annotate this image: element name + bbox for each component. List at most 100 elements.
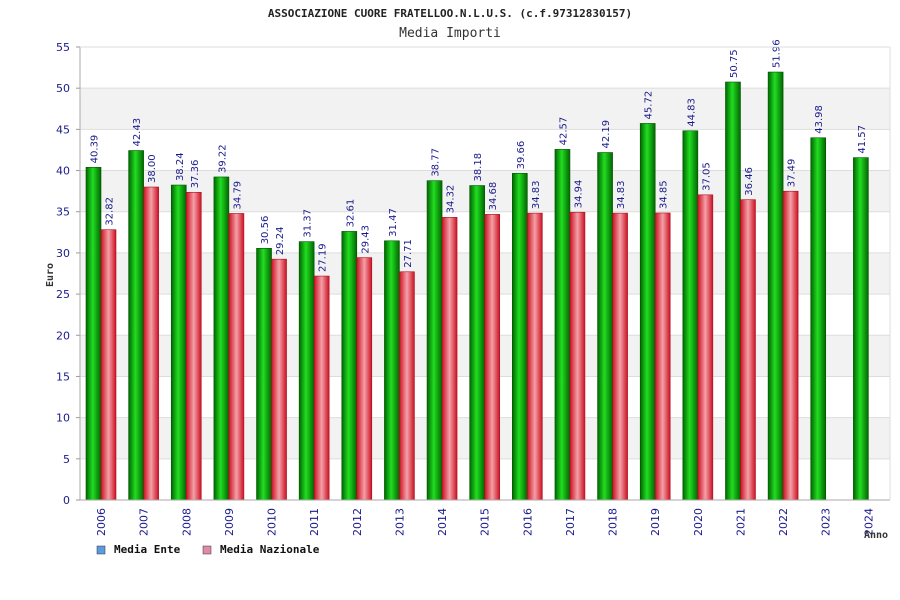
value-label: 34.94 <box>573 180 584 209</box>
value-label: 42.43 <box>132 118 143 147</box>
y-tick-label: 5 <box>63 453 70 466</box>
legend-label-media-nazionale: Media Nazionale <box>220 543 320 556</box>
legend: Media Ente Media Nazionale <box>96 543 320 556</box>
value-label: 39.66 <box>516 141 527 170</box>
x-tick-label: 2011 <box>308 508 321 536</box>
value-label: 41.57 <box>857 125 868 154</box>
x-tick-label: 2007 <box>138 508 151 536</box>
value-label: 29.24 <box>275 227 286 256</box>
value-label: 38.18 <box>473 153 484 182</box>
value-label: 34.32 <box>446 185 457 214</box>
y-tick-label: 55 <box>56 41 70 54</box>
bar-media-ente-2021 <box>725 81 741 501</box>
y-tick-label: 0 <box>63 494 70 507</box>
bar-media-nazionale-2007 <box>143 186 159 501</box>
value-label: 27.19 <box>318 243 329 272</box>
x-tick-label: 2020 <box>692 508 705 536</box>
value-label: 34.68 <box>488 182 499 211</box>
value-label: 43.98 <box>814 105 825 134</box>
bar-media-nazionale-2016 <box>527 212 543 501</box>
bar-media-ente-2023 <box>810 137 827 501</box>
chart-title: ASSOCIAZIONE CUORE FRATELLOO.N.L.U.S. (c… <box>268 7 632 20</box>
bar-media-ente-2020 <box>682 130 699 501</box>
legend-swatch-media-ente <box>96 545 106 555</box>
legend-label-media-ente: Media Ente <box>114 543 181 556</box>
value-label: 36.46 <box>744 167 755 196</box>
bar-media-nazionale-2013 <box>399 271 415 501</box>
x-tick-label: 2022 <box>777 508 790 536</box>
value-label: 29.43 <box>360 225 371 254</box>
bar-media-ente-2012 <box>341 231 358 501</box>
y-tick-labels: 0 5 10 15 20 25 30 35 40 45 50 55 <box>56 41 70 507</box>
value-label: 42.57 <box>558 117 569 146</box>
bar-media-nazionale-2009 <box>228 213 245 501</box>
value-label: 50.75 <box>729 49 740 78</box>
y-tick-label: 20 <box>56 329 70 342</box>
value-label: 34.85 <box>659 180 670 209</box>
bar-media-ente-2011 <box>298 241 315 501</box>
bar-media-ente-2009 <box>213 176 230 501</box>
value-label: 42.19 <box>601 120 612 149</box>
bar-media-ente-2006 <box>85 167 102 501</box>
bar-media-ente-2010 <box>256 247 272 501</box>
value-label: 32.61 <box>345 199 356 228</box>
x-tick-label: 2015 <box>479 508 492 536</box>
y-tick-label: 35 <box>56 206 70 219</box>
value-labels-group: 40.39 32.82 42.43 38.00 38.24 37.36 39.22 34.79… <box>90 39 868 272</box>
value-label: 38.24 <box>175 152 186 181</box>
bar-media-ente-2018 <box>597 152 613 501</box>
x-tick-label: 2023 <box>820 508 833 536</box>
x-tick-label: 2024 <box>862 508 875 536</box>
value-label: 40.39 <box>90 135 101 164</box>
x-tick-label: 2018 <box>607 508 620 536</box>
x-tick-label: 2006 <box>95 508 108 536</box>
y-tick-label: 15 <box>56 370 70 383</box>
x-tick-label: 2012 <box>351 508 364 536</box>
x-tick-label: 2009 <box>223 508 236 536</box>
value-label: 32.82 <box>105 197 116 226</box>
bar-media-nazionale-2022 <box>782 190 799 501</box>
value-label: 27.71 <box>403 239 414 268</box>
value-label: 38.77 <box>431 148 442 177</box>
axes <box>79 46 891 501</box>
y-tick-label: 25 <box>56 288 70 301</box>
bar-media-ente-2024 <box>853 157 869 501</box>
y-tick-label: 50 <box>56 82 70 95</box>
value-label: 34.83 <box>616 180 627 209</box>
bar-media-ente-2022 <box>767 71 784 501</box>
bar-media-ente-2015 <box>469 185 485 501</box>
bar-media-nazionale-2015 <box>484 214 500 501</box>
y-tick-label: 40 <box>56 165 70 178</box>
bar-media-ente-2007 <box>128 150 144 501</box>
x-tick-label: 2014 <box>436 508 449 536</box>
value-label: 45.72 <box>644 91 655 120</box>
value-label: 44.83 <box>686 98 697 127</box>
value-label: 34.83 <box>531 180 542 209</box>
x-tick-label: 2010 <box>266 508 279 536</box>
bar-media-nazionale-2020 <box>697 194 714 501</box>
bar-media-nazionale-2014 <box>441 217 458 501</box>
y-axis-label: Euro <box>45 263 56 287</box>
plot-band <box>80 88 890 130</box>
value-label: 31.47 <box>388 208 399 237</box>
value-label: 37.05 <box>701 162 712 191</box>
bar-media-ente-2013 <box>384 240 400 501</box>
chart-subtitle: Media Importi <box>399 26 501 41</box>
x-axis-label: Anno <box>864 530 888 541</box>
bar-media-nazionale-2019 <box>654 212 671 501</box>
bar-media-nazionale-2018 <box>612 212 628 501</box>
x-tick-label: 2017 <box>564 508 577 536</box>
legend-swatch-media-nazionale <box>202 545 212 555</box>
x-tick-label: 2021 <box>734 508 747 536</box>
bar-media-nazionale-2006 <box>100 229 117 501</box>
value-label: 51.96 <box>772 39 783 68</box>
value-label: 34.79 <box>232 181 243 210</box>
value-label: 37.36 <box>190 160 201 189</box>
y-tick-label: 10 <box>56 412 70 425</box>
bar-media-nazionale-2021 <box>740 199 756 501</box>
value-label: 30.56 <box>260 216 271 245</box>
bar-media-nazionale-2010 <box>271 258 287 501</box>
x-tick-labels: 2006 2007 2008 2009 2010 2011 2012 2013 2014 2015… <box>95 508 875 536</box>
y-tick-label: 30 <box>56 247 70 260</box>
plot-band <box>80 129 890 171</box>
